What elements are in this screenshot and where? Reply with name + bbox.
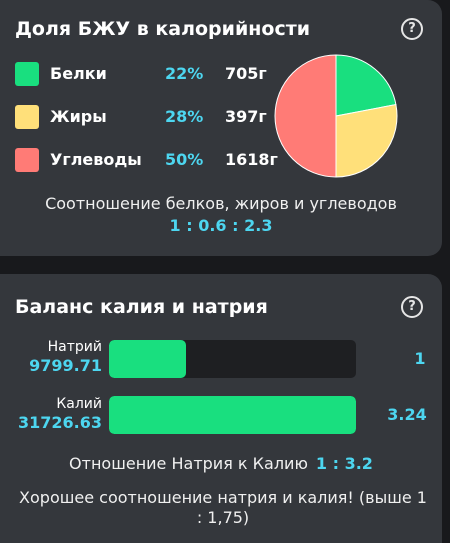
legend-grams: 705г bbox=[225, 64, 267, 83]
carbs-swatch bbox=[15, 148, 39, 172]
legend-name: Жиры bbox=[50, 107, 107, 126]
ratio-caption: Соотношение белков, жиров и углеводов bbox=[45, 194, 397, 213]
legend-name: Углеводы bbox=[50, 150, 142, 169]
sodium-bar-track bbox=[109, 340, 356, 378]
legend-percent: 22% bbox=[165, 64, 204, 83]
balance-advice: Хорошее соотношение натрия и калия! (выш… bbox=[19, 488, 427, 527]
balance-card: Баланс калия и натрия ? Натрий 9799.71 1… bbox=[0, 274, 442, 543]
sodium-value: 9799.71 bbox=[29, 356, 102, 375]
legend-grams: 397г bbox=[225, 107, 267, 126]
help-icon[interactable]: ? bbox=[401, 18, 423, 40]
macros-pie-chart bbox=[274, 54, 398, 178]
fat-swatch bbox=[15, 105, 39, 129]
pie-slice-0 bbox=[335, 54, 397, 117]
protein-swatch bbox=[15, 62, 39, 86]
sodium-ratio: 1 bbox=[414, 349, 426, 368]
potassium-label: Калий bbox=[56, 396, 102, 412]
potassium-bar-track bbox=[109, 396, 356, 434]
potassium-bar-fill bbox=[109, 396, 356, 434]
macros-card: Доля БЖУ в калорийности ? Белки 22% 705г… bbox=[0, 0, 442, 256]
help-icon[interactable]: ? bbox=[401, 296, 423, 318]
legend-name: Белки bbox=[50, 64, 107, 83]
sodium-bar-fill bbox=[109, 340, 186, 378]
sodium-label: Натрий bbox=[47, 339, 102, 355]
balance-title: Баланс калия и натрия bbox=[15, 296, 268, 318]
ratio-value: 1 : 0.6 : 2.3 bbox=[169, 216, 273, 235]
legend-item-carbs: Углеводы 50% 1618г bbox=[15, 147, 278, 173]
na-k-ratio-caption: Отношение Натрия к Калию bbox=[69, 454, 308, 473]
potassium-value: 31726.63 bbox=[17, 413, 102, 432]
legend-grams: 1618г bbox=[225, 150, 278, 169]
potassium-ratio: 3.24 bbox=[387, 405, 427, 424]
legend-item-fat: Жиры 28% 397г bbox=[15, 104, 275, 130]
pie-slice-1 bbox=[335, 103, 398, 178]
pie-slice-2 bbox=[274, 54, 337, 178]
legend-percent: 50% bbox=[165, 150, 204, 169]
na-k-ratio-line: Отношение Натрия к Калию 1 : 3.2 bbox=[0, 454, 442, 473]
macros-title: Доля БЖУ в калорийности bbox=[15, 18, 311, 40]
legend-item-protein: Белки 22% 705г bbox=[15, 61, 275, 87]
na-k-ratio-value: 1 : 3.2 bbox=[315, 454, 373, 473]
legend-percent: 28% bbox=[165, 107, 204, 126]
